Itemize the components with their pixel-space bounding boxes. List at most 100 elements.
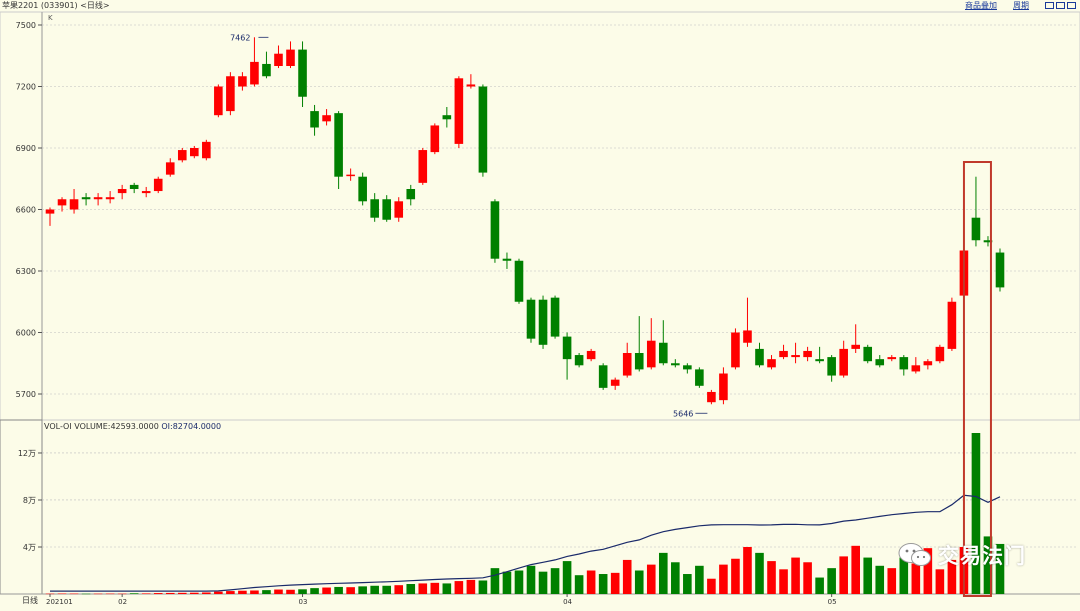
volume-bar <box>177 592 187 594</box>
candle-body <box>586 350 596 360</box>
candle-body <box>105 197 115 200</box>
candle-body <box>911 365 921 372</box>
watermark: 交易法门 <box>898 540 1026 570</box>
candle-body <box>141 191 151 194</box>
candle-body <box>983 240 993 243</box>
price-tick-label: 6900 <box>16 144 36 153</box>
volume-bar <box>346 587 355 594</box>
candle-body <box>526 299 536 339</box>
volume-bar <box>262 590 271 594</box>
volume-tick-label: 4万 <box>23 543 36 552</box>
candle-body <box>226 76 235 112</box>
candle-body <box>394 201 404 218</box>
volume-bar <box>911 563 921 594</box>
restore-icon[interactable] <box>1056 2 1065 9</box>
volume-tick-label: 12万 <box>18 449 36 458</box>
candle-body <box>346 174 355 177</box>
candle-body <box>478 86 488 173</box>
candle-body <box>755 348 764 366</box>
candle-body <box>610 379 620 386</box>
wechat-icon <box>898 543 931 566</box>
candle-body <box>358 176 367 202</box>
volume-bar <box>719 564 728 594</box>
date-label: 202101 <box>46 598 73 606</box>
candle-body <box>310 111 319 128</box>
volume-bar <box>875 565 885 594</box>
oi-line <box>50 494 1001 592</box>
price-tick-label: 5700 <box>16 390 36 399</box>
candle-body <box>298 49 307 97</box>
candle-body <box>731 332 740 368</box>
period-link[interactable]: 周期 <box>1013 1 1029 10</box>
volume-bar <box>646 564 656 594</box>
candle-body <box>262 63 271 77</box>
candle-body <box>839 348 848 376</box>
candle-body <box>634 353 644 370</box>
volume-bar <box>899 557 909 594</box>
price-unit-label: K <box>48 14 53 22</box>
volume-bar <box>478 580 488 594</box>
volume-bar <box>514 570 524 594</box>
volume-bar <box>671 562 680 594</box>
candle-body <box>658 342 668 364</box>
chart-title: 苹果2201 (033901) <日线> <box>2 1 110 10</box>
candle-body <box>286 49 295 66</box>
candle-body <box>875 359 885 366</box>
overlay-link[interactable]: 商品叠加 <box>965 1 997 10</box>
volume-bar <box>598 574 608 594</box>
chart-header: 苹果2201 (033901) <日线> 商品叠加 周期 <box>0 0 1080 12</box>
candle-body <box>153 178 163 192</box>
volume-bar <box>466 579 476 594</box>
volume-bar <box>863 557 873 594</box>
candle-body <box>45 209 55 214</box>
minimize-icon[interactable] <box>1045 2 1054 9</box>
volume-bar <box>658 552 668 594</box>
candle-body <box>322 115 331 122</box>
candle-body <box>550 297 560 337</box>
candle-body <box>815 359 824 362</box>
volume-bar <box>755 552 764 594</box>
volume-bar <box>406 584 416 594</box>
volume-bar <box>310 588 319 594</box>
candle-body <box>382 199 392 220</box>
candle-body <box>190 148 199 157</box>
maximize-icon[interactable] <box>1067 2 1076 9</box>
volume-bar <box>683 574 692 594</box>
volume-bar <box>442 583 452 594</box>
volume-bar <box>803 562 812 594</box>
candle-body <box>177 150 187 161</box>
volume-corner-label: 日线 <box>22 595 38 605</box>
oi-label: OI:82704.0000 <box>161 422 222 431</box>
volume-bar <box>827 568 836 594</box>
volume-bar <box>731 558 740 594</box>
volume-bar <box>971 433 981 594</box>
volume-bar <box>983 536 993 594</box>
candle-body <box>334 113 343 177</box>
candle-body <box>57 199 67 206</box>
volume-bar <box>322 587 331 594</box>
volume-bar <box>839 556 848 594</box>
candle-body <box>767 359 776 368</box>
volume-bar <box>743 546 752 594</box>
volume-bar <box>851 545 860 594</box>
candle-body <box>214 86 223 116</box>
price-tick-label: 7200 <box>16 83 36 92</box>
price-tick-label: 6300 <box>16 267 36 276</box>
candle-body <box>442 115 452 120</box>
candle-body <box>851 344 860 349</box>
volume-bar <box>538 571 548 594</box>
candle-body <box>887 357 897 360</box>
candle-body <box>129 184 139 189</box>
volume-bar <box>418 583 428 594</box>
volume-bar <box>69 593 79 595</box>
volume-bar <box>634 570 644 594</box>
candle-body <box>466 84 476 87</box>
volume-bar <box>610 572 620 594</box>
volume-tick-label: 8万 <box>23 496 36 505</box>
volume-bar <box>298 589 307 594</box>
volume-label: VOL-OI VOLUME:42593.0000 <box>44 422 159 431</box>
candle-body <box>923 361 933 366</box>
date-label: 02 <box>118 598 127 606</box>
candle-body <box>81 197 91 200</box>
